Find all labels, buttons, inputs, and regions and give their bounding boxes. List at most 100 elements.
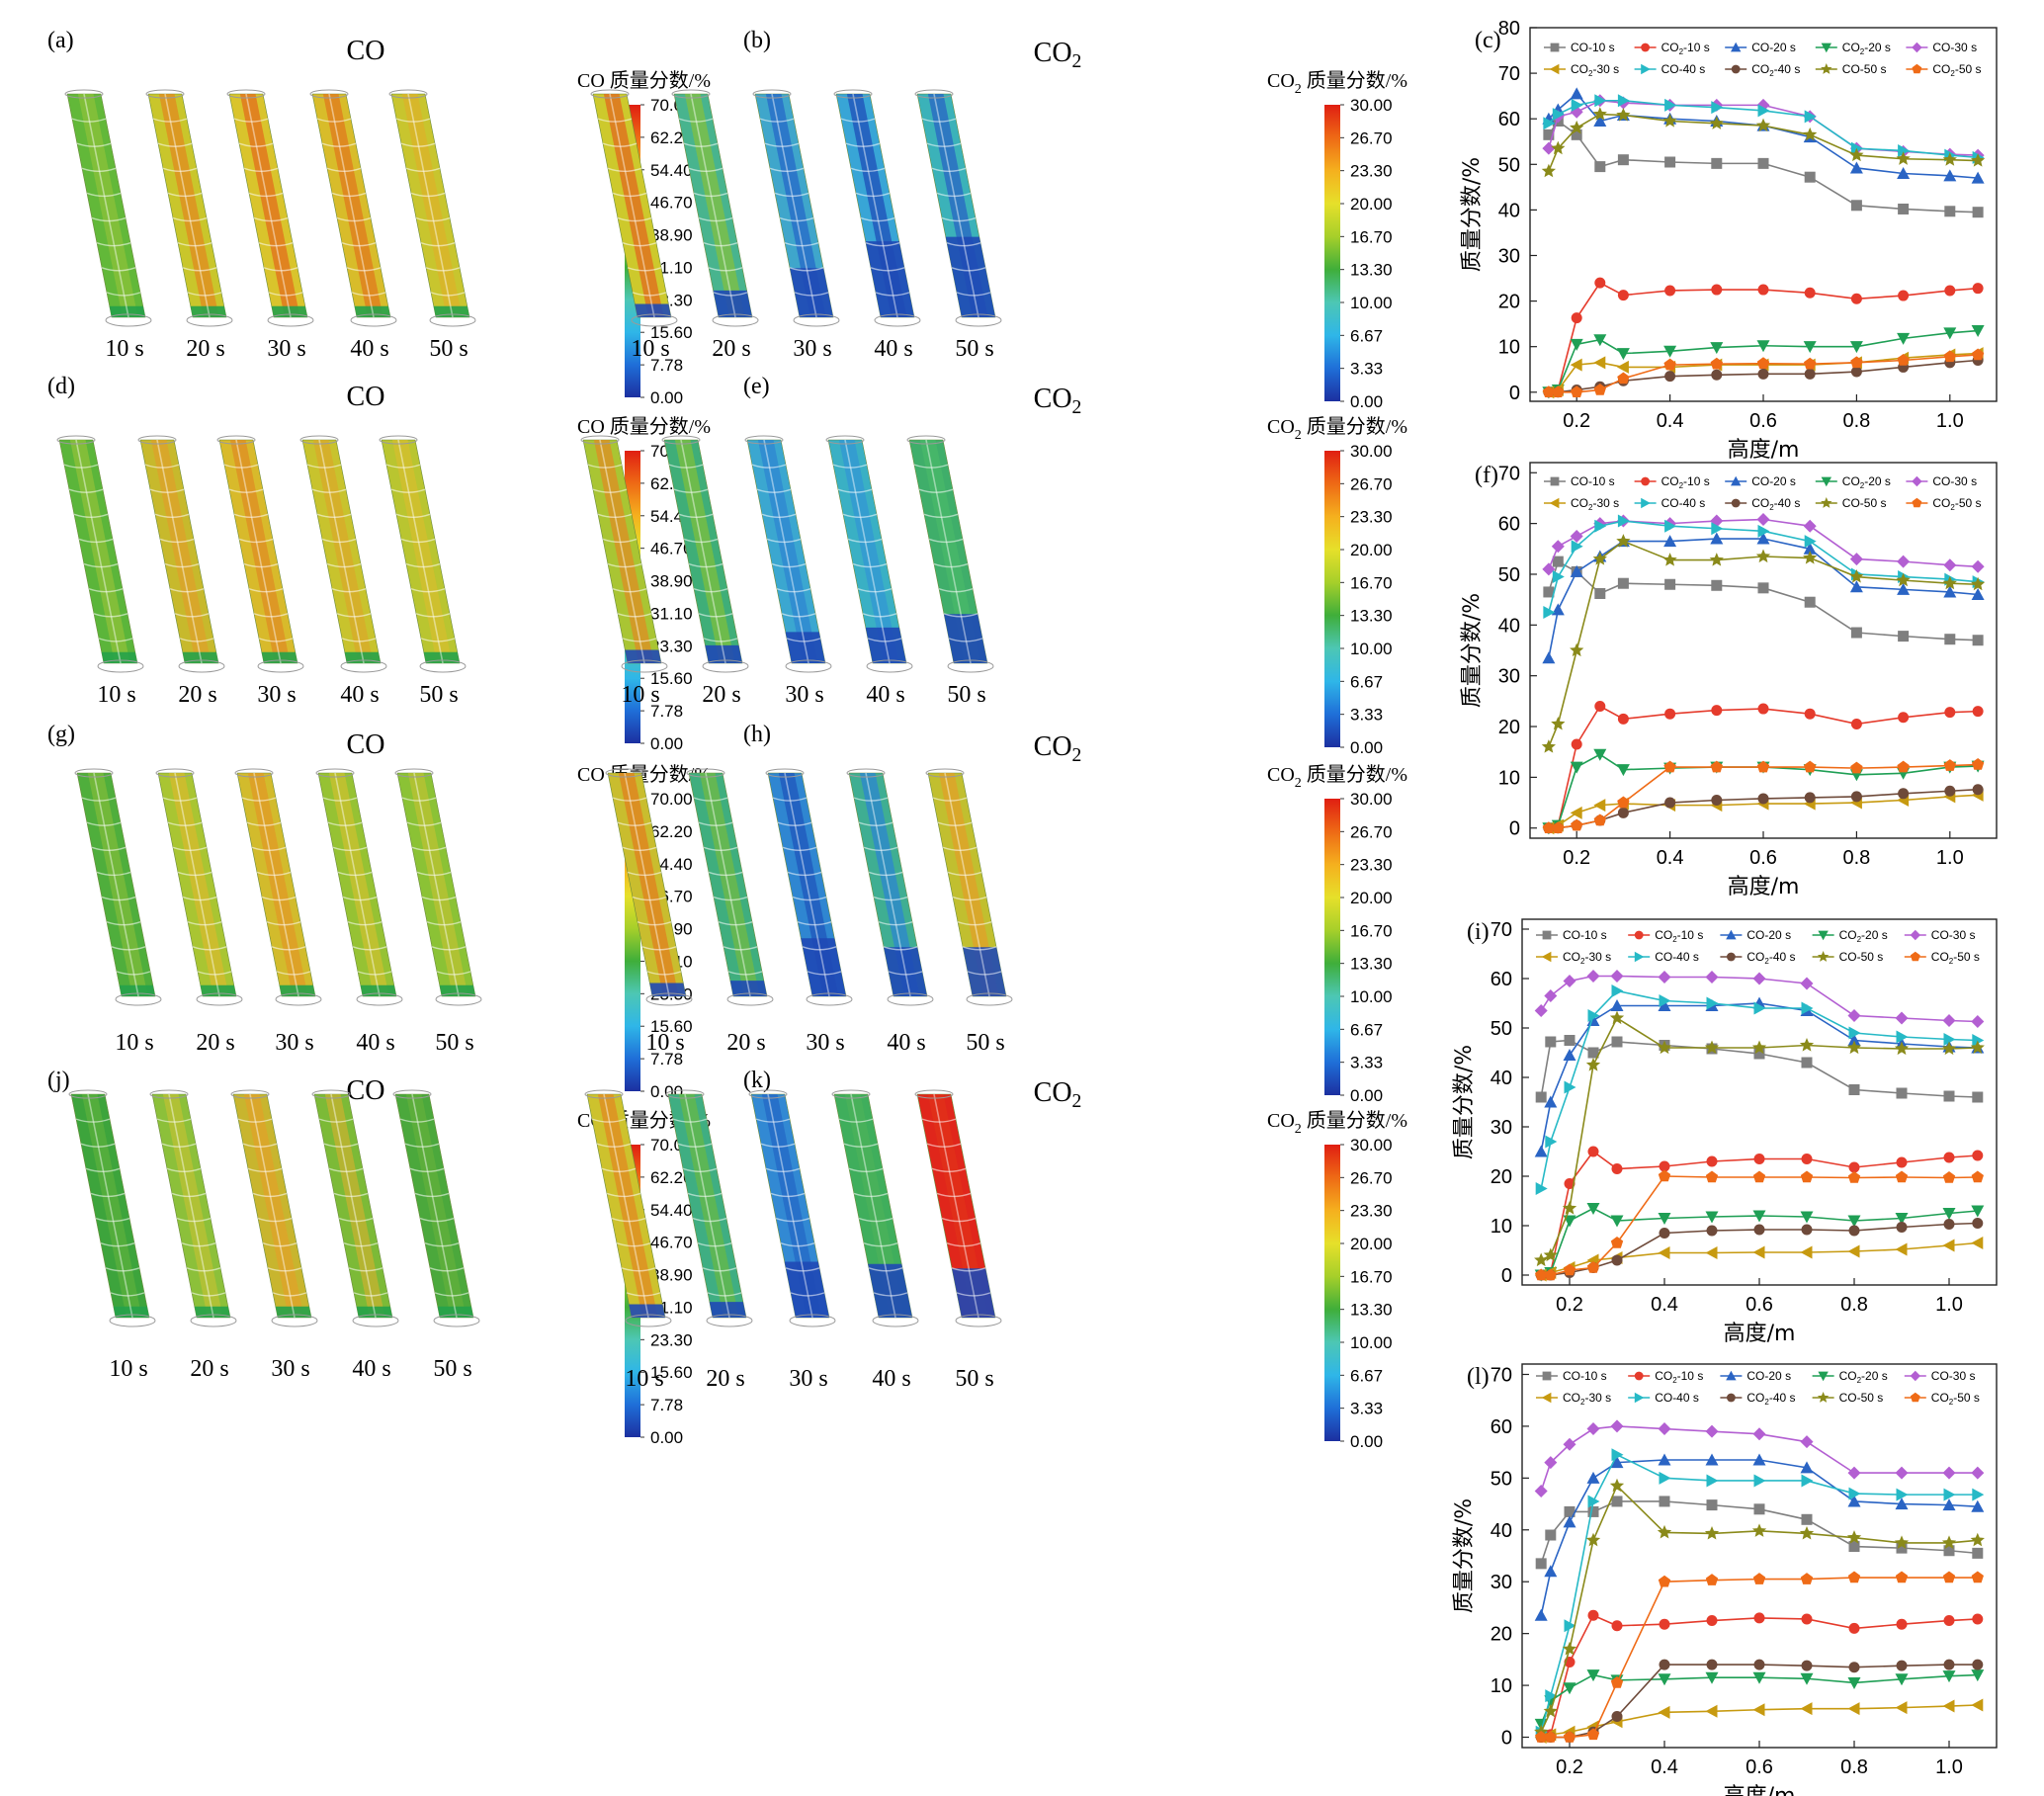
data-point bbox=[1944, 285, 1956, 297]
colorbar-tick-label: 10.00 bbox=[1350, 640, 1393, 658]
data-point bbox=[1752, 972, 1766, 985]
data-point bbox=[1617, 713, 1629, 725]
co2-colorbar-3: 30.00 26.70 23.30 20.00 16.70 13.30 10.00 6.67 3… bbox=[1324, 1136, 1393, 1451]
data-point bbox=[1706, 996, 1719, 1010]
time-label: 40 s bbox=[340, 682, 379, 708]
colorbar-tick-label: 54.40 bbox=[650, 855, 693, 874]
data-point bbox=[1803, 542, 1817, 555]
panel-label: (g) bbox=[47, 722, 75, 747]
data-point bbox=[1943, 169, 1957, 182]
data-point bbox=[1850, 141, 1863, 155]
data-point bbox=[1801, 1224, 1813, 1236]
data-point bbox=[1800, 1672, 1814, 1685]
data-point bbox=[1552, 821, 1565, 833]
y-tick-label: 70 bbox=[1498, 63, 1520, 85]
data-point bbox=[1821, 476, 1831, 487]
panel-label: (e) bbox=[743, 374, 770, 399]
contour-tube bbox=[392, 1089, 480, 1327]
contour-tube bbox=[765, 768, 853, 1006]
data-point bbox=[1972, 784, 1984, 796]
y-tick-label: 60 bbox=[1490, 1416, 1512, 1438]
colorbar-tick-label: 23.30 bbox=[650, 1330, 693, 1349]
data-point bbox=[1898, 712, 1910, 724]
data-point bbox=[1664, 371, 1676, 383]
data-point bbox=[1586, 1728, 1600, 1741]
data-point bbox=[1543, 1247, 1558, 1262]
time-label: 20 s bbox=[186, 336, 224, 362]
data-point bbox=[1943, 558, 1957, 572]
contour-tube bbox=[831, 1089, 919, 1327]
series bbox=[1542, 758, 1985, 833]
data-point bbox=[1705, 1574, 1719, 1585]
x-axis-label: 高度/m bbox=[1724, 1784, 1796, 1796]
data-point bbox=[1544, 1731, 1557, 1743]
data-point bbox=[1564, 1035, 1576, 1046]
data-point bbox=[1731, 498, 1741, 508]
colorbar-tick-label: 0.00 bbox=[1350, 1086, 1383, 1105]
data-point bbox=[1731, 475, 1742, 486]
data-point bbox=[1801, 1057, 1813, 1069]
contour-tube bbox=[914, 1089, 1002, 1327]
data-point bbox=[1552, 108, 1565, 122]
colorbar-tick-label: 30.00 bbox=[1350, 442, 1393, 461]
data-point bbox=[1711, 522, 1724, 536]
data-point bbox=[1752, 1210, 1766, 1223]
data-point bbox=[1570, 761, 1583, 774]
data-point bbox=[1551, 603, 1565, 616]
x-tick-label: 0.8 bbox=[1840, 1294, 1868, 1316]
data-point bbox=[1756, 340, 1770, 353]
data-point bbox=[1543, 117, 1556, 130]
y-axis-label: 质量分数/% bbox=[1460, 157, 1485, 272]
data-point bbox=[1617, 372, 1630, 385]
legend: CO-10 s CO2-10 s CO-20 s CO2-20 s CO-30 s CO2… bbox=[1536, 928, 1980, 966]
data-point bbox=[1659, 1496, 1670, 1507]
panel-label: (k) bbox=[743, 1068, 771, 1093]
data-point bbox=[1897, 354, 1910, 366]
data-point bbox=[1542, 141, 1556, 155]
data-point bbox=[1586, 1669, 1600, 1682]
data-point bbox=[1542, 385, 1556, 398]
colorbar-title: CO2 质量分数/% bbox=[1267, 415, 1407, 443]
legend-label: CO2-20 s bbox=[1839, 1369, 1888, 1385]
data-point bbox=[1849, 569, 1864, 583]
time-label: 40 s bbox=[352, 1356, 390, 1382]
data-point bbox=[1803, 519, 1817, 533]
data-point bbox=[1610, 1215, 1624, 1228]
data-point bbox=[1912, 42, 1922, 53]
series bbox=[1534, 1419, 1985, 1497]
x-tick-label: 0.4 bbox=[1657, 410, 1684, 432]
series-line bbox=[1541, 1577, 1978, 1739]
data-point bbox=[1755, 118, 1771, 132]
data-point bbox=[1910, 951, 1920, 962]
x-tick-label: 0.6 bbox=[1749, 847, 1777, 869]
colorbar-title: CO2 质量分数/% bbox=[1267, 763, 1407, 791]
x-tick-label: 0.6 bbox=[1746, 1756, 1773, 1778]
data-point bbox=[1545, 1036, 1557, 1048]
contour-tube bbox=[68, 1089, 156, 1327]
data-point bbox=[1535, 1091, 1547, 1103]
data-point bbox=[1817, 951, 1830, 962]
colorbar-tick-label: 23.30 bbox=[1350, 162, 1393, 181]
colorbar-tick-label: 31.10 bbox=[650, 604, 693, 623]
y-tick-label: 40 bbox=[1498, 200, 1520, 221]
data-point bbox=[1910, 929, 1920, 941]
data-point bbox=[1972, 1659, 1984, 1670]
data-point bbox=[1943, 1219, 1955, 1230]
co2-colorbar-2: 30.00 26.70 23.30 20.00 16.70 13.30 10.00 6.67 3… bbox=[1324, 790, 1393, 1105]
colorbar-tick-label: 20.00 bbox=[1350, 889, 1393, 907]
data-point bbox=[1897, 167, 1911, 180]
data-point bbox=[1570, 358, 1582, 372]
series bbox=[1534, 1453, 1985, 1621]
data-point bbox=[1846, 1530, 1862, 1544]
legend-label: CO2-30 s bbox=[1563, 950, 1611, 966]
data-point bbox=[1658, 1673, 1671, 1686]
data-point bbox=[1800, 1211, 1814, 1224]
data-point bbox=[1710, 342, 1724, 355]
data-point bbox=[1571, 98, 1583, 112]
panel-title: CO bbox=[347, 36, 385, 66]
data-point bbox=[1752, 1703, 1765, 1717]
data-point bbox=[1751, 1523, 1767, 1537]
legend-label: CO-20 s bbox=[1746, 928, 1791, 942]
data-point bbox=[1616, 348, 1630, 361]
